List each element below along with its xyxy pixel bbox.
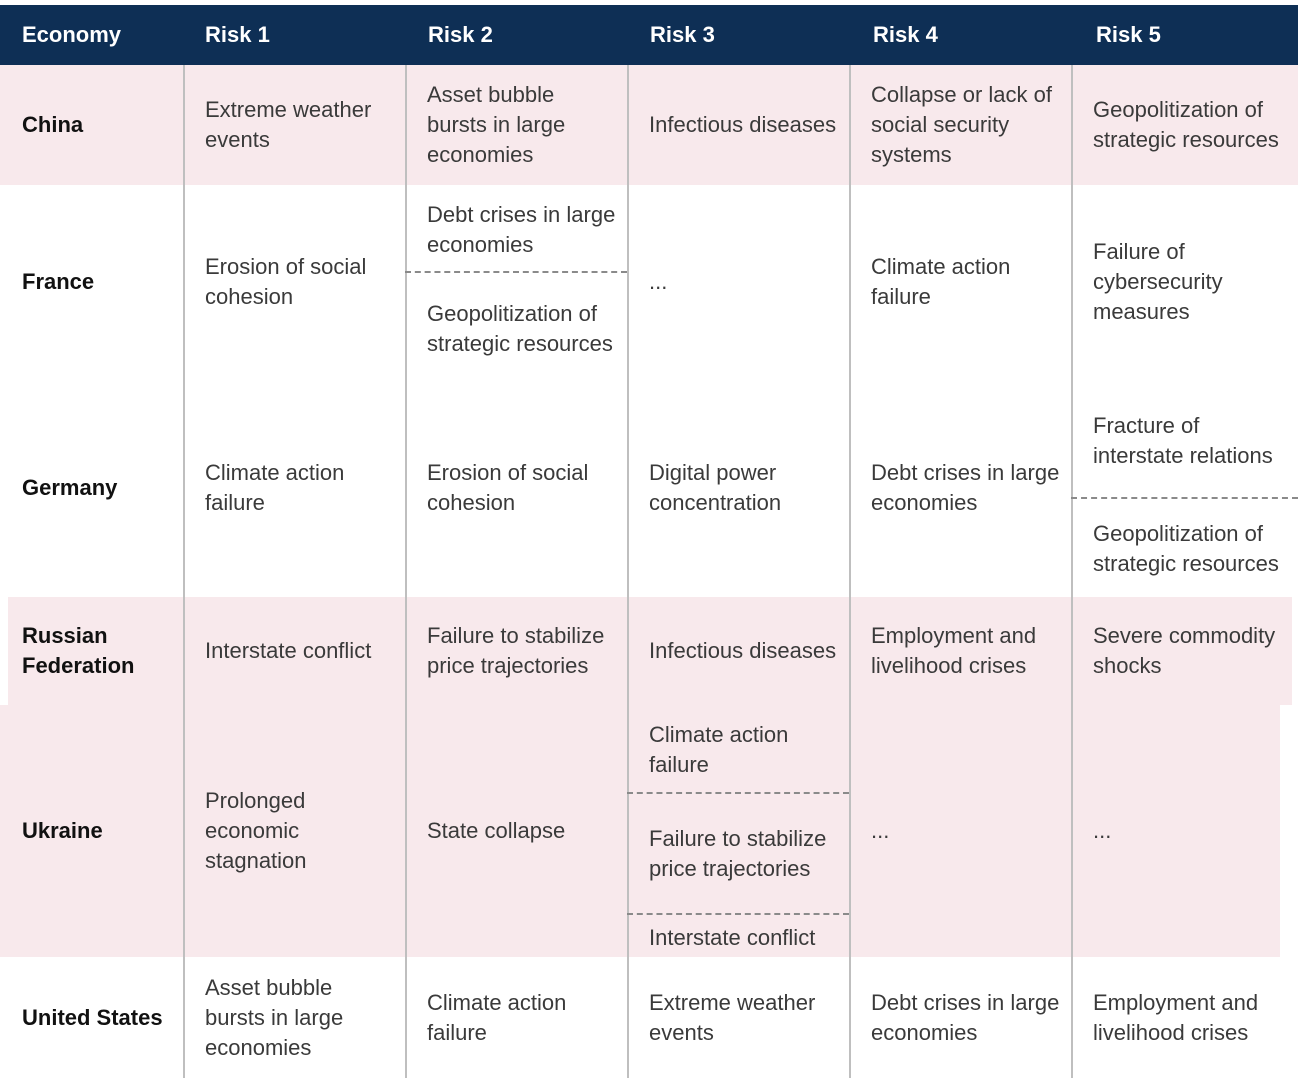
column-divider-2 <box>405 65 407 1078</box>
row-header: Russian Federation <box>22 623 135 678</box>
row-header: Germany <box>22 474 118 500</box>
column-divider-1 <box>183 65 185 1078</box>
risk-entry: Extreme weather events <box>649 989 816 1045</box>
risk-entry: Debt crises in large economies <box>427 202 616 257</box>
risk-entry: Erosion of social cohesion <box>205 253 367 309</box>
risk-entry: Climate action failure <box>205 459 345 515</box>
row-header: Ukraine <box>22 818 103 843</box>
header-risk-1: Risk 1 <box>205 22 270 47</box>
row-header: United States <box>22 1004 163 1030</box>
risk-entry: Failure to stabilize price trajectories <box>427 623 605 678</box>
risk-entry: Geopolitization of strategic resources <box>1093 520 1279 576</box>
row-header: France <box>22 268 95 294</box>
risk-entry: Climate action failure <box>649 722 789 777</box>
risk-entry: Climate action failure <box>427 989 567 1045</box>
risk-entry: Interstate conflict <box>649 925 816 950</box>
risk-entry: Asset bubble bursts in large economies <box>205 974 344 1060</box>
risk-entry: Infectious diseases <box>649 112 837 137</box>
risk-entry: Infectious diseases <box>649 638 837 663</box>
risk-entry: Digital power concentration <box>649 459 782 515</box>
header-economy: Economy <box>22 22 122 47</box>
header-risk-4: Risk 4 <box>873 22 938 47</box>
row-band-2 <box>0 705 1280 957</box>
risk-entry: Severe commodity shocks <box>1093 623 1276 678</box>
risk-entry: State collapse <box>427 818 566 843</box>
column-divider-4 <box>849 65 851 1078</box>
risk-entry: Failure of cybersecurity measures <box>1093 238 1223 324</box>
dashed-separator-2 <box>627 792 849 794</box>
row-band-1 <box>8 597 1292 705</box>
dashed-separator-1 <box>1071 497 1298 499</box>
risk-entry: Fracture of interstate relations <box>1093 413 1273 468</box>
dashed-separator-0 <box>405 271 627 273</box>
header-bar <box>0 5 1298 65</box>
risk-entry: ... <box>871 818 890 843</box>
risk-entry: Geopolitization of strategic resources <box>1093 97 1279 152</box>
risk-entry: Geopolitization of strategic resources <box>427 301 613 356</box>
header-risk-3: Risk 3 <box>650 22 715 47</box>
dashed-separator-3 <box>627 913 849 915</box>
risk-entry: Erosion of social cohesion <box>427 459 589 515</box>
risk-entry: Employment and livelihood crises <box>1093 989 1259 1045</box>
column-divider-5 <box>1071 65 1073 1078</box>
risk-entry: ... <box>1093 818 1112 843</box>
risk-entry: Extreme weather events <box>205 97 372 152</box>
risk-entry: Failure to stabilize price trajectories <box>649 826 827 881</box>
risk-entry: Asset bubble bursts in large economies <box>427 82 566 167</box>
risk-entry: Climate action failure <box>871 253 1011 309</box>
risk-entry: Prolonged economic stagnation <box>205 788 307 873</box>
risk-entry: Employment and livelihood crises <box>871 623 1037 678</box>
header-risk-5: Risk 5 <box>1096 22 1161 47</box>
risk-entry: Debt crises in large economies <box>871 989 1060 1045</box>
header-risk-2: Risk 2 <box>428 22 493 47</box>
risk-entry: Debt crises in large economies <box>871 459 1060 515</box>
risk-entry: ... <box>649 268 668 294</box>
risk-entry: Collapse or lack of social security syst… <box>871 82 1052 167</box>
row-header: China <box>22 112 84 137</box>
row-band-0 <box>0 65 1298 185</box>
column-divider-3 <box>627 65 629 1078</box>
risk-entry: Interstate conflict <box>205 638 372 663</box>
